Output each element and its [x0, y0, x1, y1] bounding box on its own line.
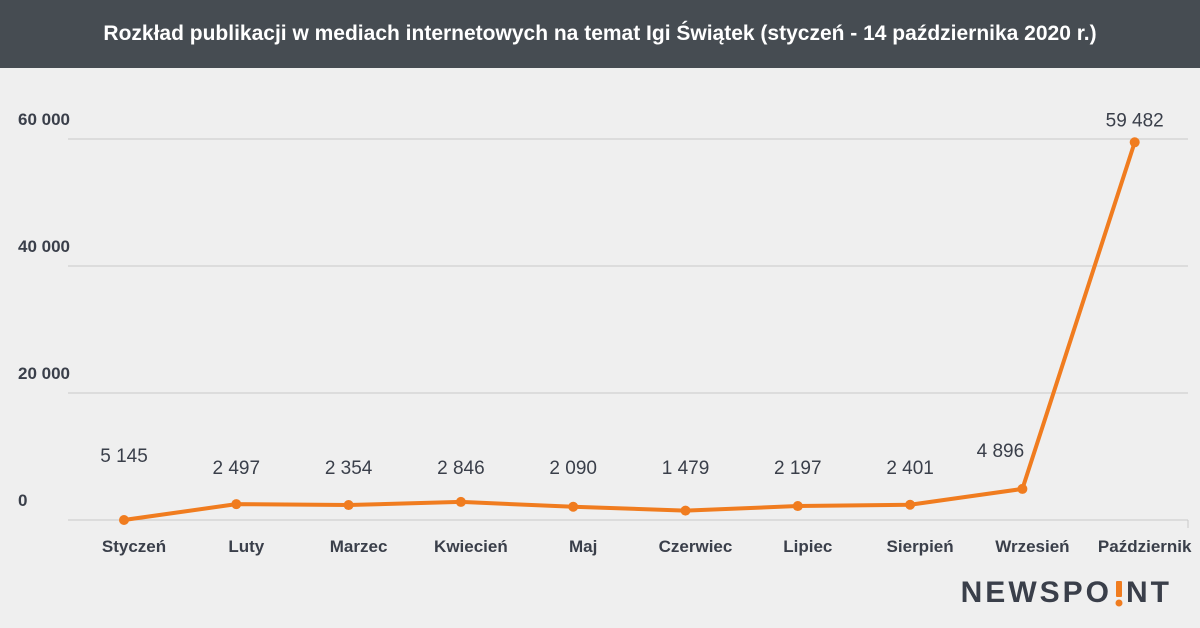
x-tick-label: Luty — [228, 537, 264, 556]
y-tick-label: 40 000 — [18, 237, 70, 256]
data-label: 2 497 — [213, 458, 261, 479]
logo-text-part2: NT — [1126, 576, 1172, 609]
data-label: 1 479 — [662, 458, 710, 479]
data-point — [231, 499, 242, 510]
data-point — [343, 500, 354, 511]
logo-exclamation-icon — [1115, 581, 1123, 607]
data-point — [568, 501, 579, 512]
x-tick-label: Styczeń — [102, 537, 166, 556]
data-point — [455, 496, 466, 507]
data-label: 2 090 — [549, 458, 597, 479]
data-label: 2 401 — [886, 458, 934, 479]
data-label: 5 145 — [100, 446, 148, 467]
title-bar: Rozkład publikacji w mediach internetowy… — [0, 0, 1200, 68]
data-point — [792, 501, 803, 512]
data-label: 2 197 — [774, 458, 822, 479]
x-tick-label: Kwiecień — [434, 537, 508, 556]
x-tick-label: Sierpień — [887, 537, 954, 556]
data-point — [119, 515, 129, 525]
y-tick-label: 20 000 — [18, 364, 70, 383]
x-tick-label: Październik — [1098, 537, 1192, 556]
y-tick-label: 60 000 — [18, 110, 70, 129]
data-point — [905, 499, 916, 510]
newspoint-logo: NEWSPO NT — [961, 576, 1172, 610]
chart-title: Rozkład publikacji w mediach internetowy… — [103, 22, 1097, 45]
x-tick-label: Lipiec — [783, 537, 832, 556]
x-tick-label: Maj — [569, 537, 597, 556]
data-label: 2 846 — [437, 458, 485, 479]
logo-text-part1: NEWSPO — [960, 576, 1112, 609]
y-tick-label: 0 — [18, 491, 27, 510]
series-line — [122, 140, 1137, 522]
x-tick-label: Czerwiec — [659, 537, 733, 556]
x-tick-label: Marzec — [330, 537, 388, 556]
data-label: 2 354 — [325, 458, 373, 479]
x-tick-label: Wrzesień — [995, 537, 1069, 556]
data-point — [1017, 483, 1028, 494]
data-label: 59 482 — [1106, 110, 1164, 131]
data-point — [1129, 137, 1140, 148]
data-point — [680, 505, 691, 516]
data-label: 4 896 — [977, 441, 1025, 462]
